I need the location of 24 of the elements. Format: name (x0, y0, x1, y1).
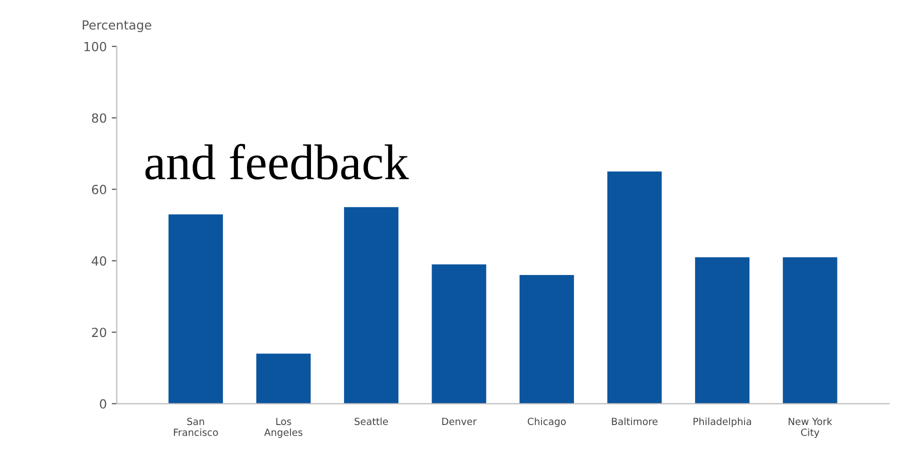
x-tick-label: New York City (788, 418, 832, 438)
y-tick-label: 60 (92, 184, 106, 194)
x-tick-label: Baltimore (612, 418, 658, 426)
y-tick-label: 100 (84, 42, 106, 52)
x-tick-label: San Francisco (174, 418, 218, 436)
bar (695, 257, 750, 404)
bar (607, 171, 662, 404)
x-tick-label: Denver (442, 418, 477, 426)
y-tick-label: 40 (92, 256, 106, 266)
x-tick-label: Philadelphia (694, 418, 752, 427)
y-tick-label: 20 (92, 328, 106, 338)
bar (520, 275, 574, 404)
y-tick-label: 80 (92, 113, 106, 123)
bar (168, 214, 223, 404)
y-axis-title: Percentage (82, 20, 152, 32)
bar (256, 354, 311, 404)
x-tick-label: Los Angeles (264, 418, 302, 438)
bar (782, 257, 838, 404)
x-tick-label: Seattle (354, 418, 388, 426)
x-tick-label: Chicago (528, 418, 566, 427)
y-tick-label: 0 (100, 399, 106, 409)
annotation: and feedback (145, 144, 409, 180)
bar (344, 207, 398, 404)
bar (432, 264, 486, 404)
